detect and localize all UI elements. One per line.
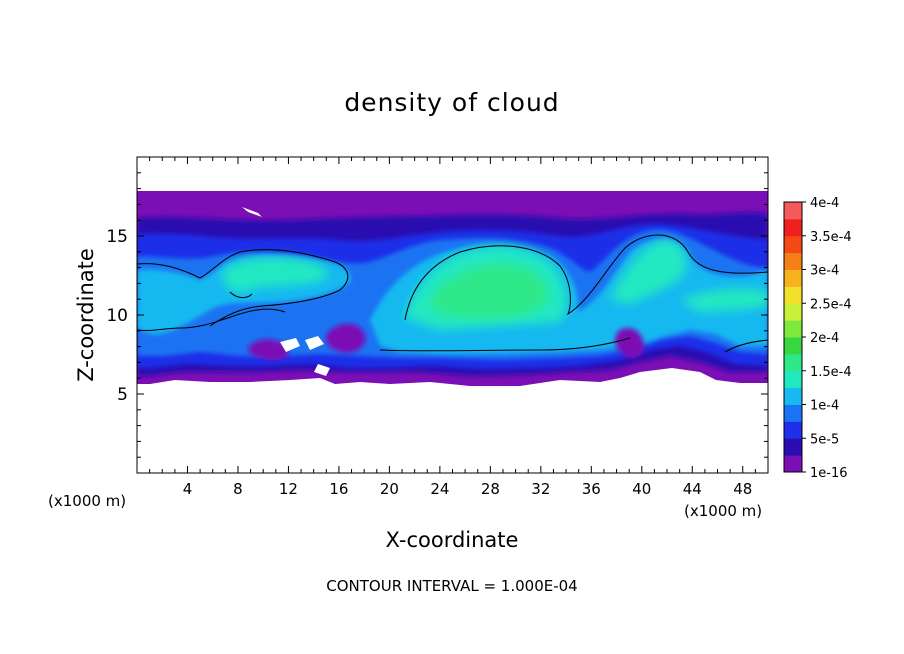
x-axis: 4 8 12 16 20 24 28 32 36 40 44 48: [149, 157, 756, 498]
colorbar-label: 4e-4: [810, 196, 839, 211]
contour-line: [379, 337, 631, 352]
cloud-core-peak: [430, 264, 548, 318]
contour-lines: [137, 234, 768, 353]
colorbar-swatch: [784, 438, 802, 456]
y-tick-label: 15: [106, 227, 128, 247]
colorbar-label: 5e-5: [810, 432, 839, 447]
x-tick-label: 20: [380, 480, 399, 498]
x-tick-label: 36: [582, 480, 601, 498]
cloud-density-field: [137, 191, 768, 386]
x-axis-label: X-coordinate: [385, 528, 519, 552]
colorbar-label: 3e-4: [810, 264, 839, 279]
x-tick-label: 44: [683, 480, 702, 498]
colorbar-label: 1e-4: [810, 399, 839, 414]
x-tick-label: 48: [733, 480, 752, 498]
colorbar-label: 1.5e-4: [810, 365, 852, 380]
colorbar-swatch: [784, 269, 802, 287]
colorbar-swatch: [784, 353, 802, 372]
colorbar-swatch: [784, 387, 802, 405]
contour-line: [404, 234, 768, 321]
x-tick-label: 24: [430, 480, 449, 498]
x-unit-label-left: (x1000 m): [48, 492, 127, 510]
contour-line: [137, 308, 286, 332]
x-unit-label-right: (x1000 m): [684, 502, 763, 520]
colorbar-label: 1e-16: [810, 466, 848, 481]
x-tick-label: 40: [632, 480, 651, 498]
colorbar-swatch: [784, 421, 802, 439]
contour-line: [137, 249, 349, 327]
colorbar: 1e-16 5e-5 1e-4 1.5e-4 2e-4 2.5e-4 3e-4 3.5e-4 4…: [783, 196, 852, 481]
y-axis-label: Z-coordinate: [74, 248, 98, 382]
colorbar-swatch: [784, 370, 802, 389]
x-tick-label: 28: [481, 480, 500, 498]
y-axis: 5 10 15: [106, 172, 768, 458]
contour-interval-note: CONTOUR INTERVAL = 1.000E-04: [326, 577, 578, 595]
colorbar-swatch: [784, 286, 802, 304]
colorbar-swatch: [784, 252, 802, 270]
contour-line: [724, 339, 768, 353]
y-tick-label: 5: [117, 385, 128, 405]
colorbar-label: 2.5e-4: [810, 297, 852, 312]
colorbar-swatch: [784, 235, 802, 254]
chart-title: density of cloud: [344, 88, 560, 117]
colorbar-swatch: [784, 455, 802, 473]
colorbar-label: 3.5e-4: [810, 230, 852, 245]
x-tick-label: 12: [279, 480, 298, 498]
x-tick-label: 16: [329, 480, 348, 498]
colorbar-swatch: [784, 337, 802, 355]
y-tick-label: 10: [106, 306, 128, 326]
colorbar-swatch: [784, 303, 802, 321]
x-tick-label: 4: [183, 480, 193, 498]
colorbar-label: 2e-4: [810, 331, 839, 346]
colorbar-swatch: [784, 404, 802, 422]
colorbar-swatch: [784, 202, 802, 220]
x-tick-label: 8: [233, 480, 243, 498]
x-tick-label: 32: [531, 480, 550, 498]
colorbar-swatch: [784, 218, 802, 237]
colorbar-swatch: [784, 320, 802, 338]
contour-line: [229, 291, 253, 299]
